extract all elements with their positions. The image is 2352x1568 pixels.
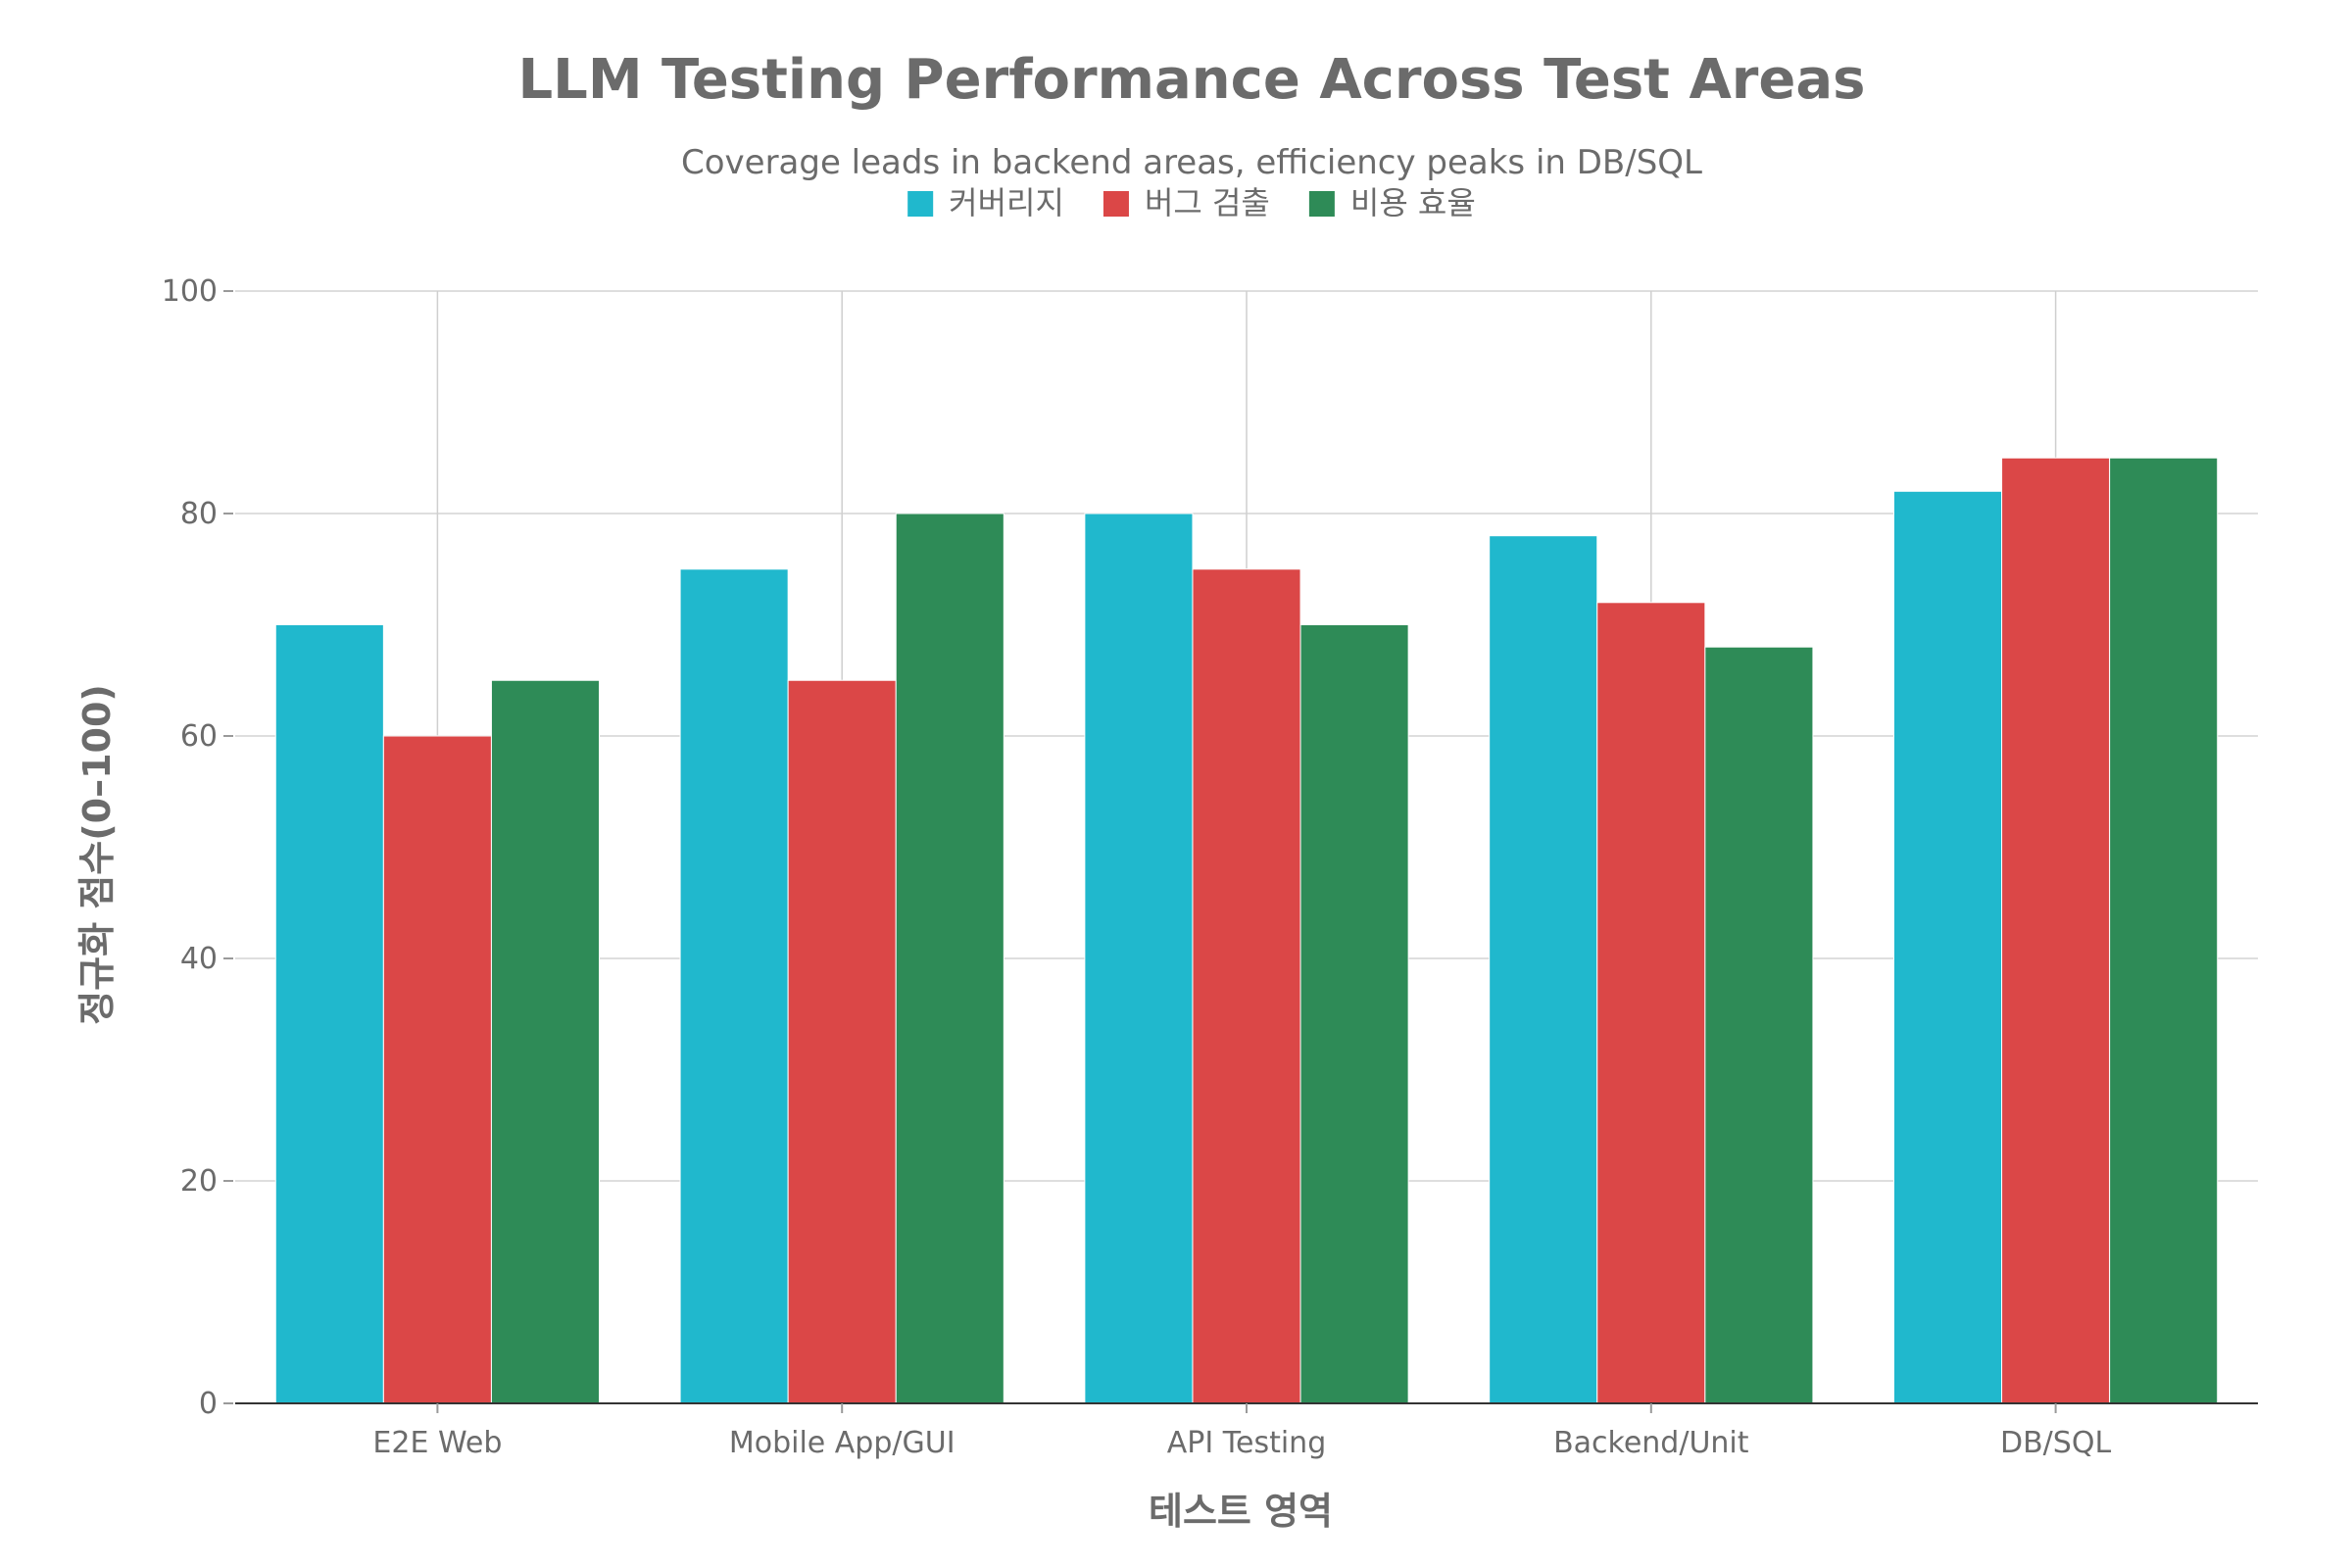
x-tick-label: API Testing	[1167, 1426, 1326, 1460]
bar-커버리지-Backend/Unit	[1489, 535, 1598, 1404]
legend-label: 버그 검출	[1145, 184, 1270, 221]
y-tick-label: 80	[180, 497, 218, 531]
bar-버그 검출-Mobile App/GUI	[787, 679, 897, 1404]
bar-버그 검출-API Testing	[1192, 568, 1301, 1404]
bar-커버리지-E2E Web	[274, 624, 384, 1404]
bar-커버리지-DB/SQL	[1892, 490, 2003, 1404]
bar-비용 효율-DB/SQL	[2109, 457, 2219, 1404]
y-axis-title: 정규화 점수(0–100)	[75, 684, 119, 1025]
legend-item[interactable]: 비용 효율	[1308, 184, 1476, 221]
legend: 커버리지 버그 검출 비용 효율	[907, 184, 1476, 221]
legend-label: 비용 효율	[1350, 184, 1476, 221]
legend-label: 커버리지	[949, 184, 1064, 221]
chart-subtitle: Coverage leads in backend areas, efficie…	[681, 143, 1702, 182]
legend-swatch	[1102, 191, 1129, 217]
bar-버그 검출-Backend/Unit	[1596, 602, 1706, 1404]
bar-커버리지-API Testing	[1084, 513, 1194, 1404]
legend-item[interactable]: 커버리지	[907, 184, 1064, 221]
chart-title: LLM Testing Performance Across Test Area…	[517, 48, 1865, 112]
x-tick-label: Backend/Unit	[1553, 1426, 1749, 1460]
bar-커버리지-Mobile App/GUI	[679, 568, 789, 1404]
x-tick-label: DB/SQL	[2000, 1426, 2111, 1460]
axes: 0 20 40 60 80 100 E2E Web Mobile App/GUI API Tes…	[162, 274, 2258, 1460]
y-tick-label: 40	[180, 942, 218, 976]
bar-비용 효율-API Testing	[1299, 624, 1409, 1404]
y-tick-label: 60	[180, 719, 218, 754]
bars	[274, 457, 2219, 1404]
legend-swatch	[907, 191, 934, 217]
bar-버그 검출-DB/SQL	[2001, 457, 2111, 1404]
legend-swatch	[1308, 191, 1335, 217]
x-tick-label: E2E Web	[372, 1426, 502, 1460]
x-tick-label: Mobile App/GUI	[729, 1426, 956, 1460]
legend-item[interactable]: 버그 검출	[1102, 184, 1270, 221]
y-tick-label: 100	[162, 274, 218, 309]
bar-비용 효율-Mobile App/GUI	[895, 513, 1004, 1404]
y-tick-label: 20	[180, 1164, 218, 1199]
bar-비용 효율-Backend/Unit	[1704, 646, 1814, 1404]
y-tick-label: 0	[199, 1387, 218, 1421]
x-axis-title: 테스트 영역	[1149, 1490, 1333, 1533]
bar-버그 검출-E2E Web	[382, 735, 492, 1404]
bar-비용 효율-E2E Web	[490, 679, 601, 1404]
